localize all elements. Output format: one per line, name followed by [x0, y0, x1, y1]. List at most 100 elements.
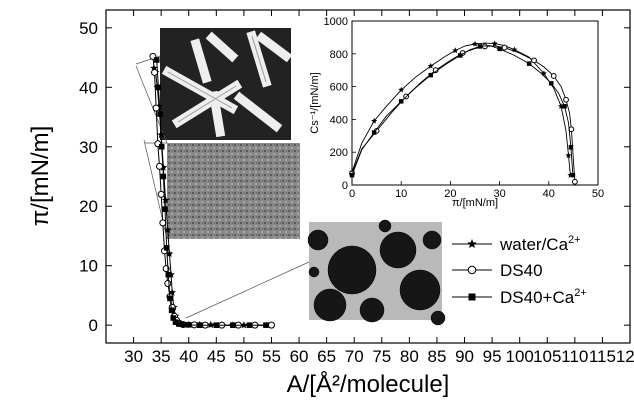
main-series — [149, 52, 276, 329]
inset-series-line — [351, 42, 571, 176]
data-point — [158, 143, 165, 150]
main-x-tick-label: 55 — [262, 347, 281, 366]
inset-data-point — [511, 46, 518, 53]
data-point — [164, 280, 172, 288]
inset-series-star — [349, 40, 574, 178]
data-point — [151, 68, 159, 76]
main-ticks — [106, 10, 631, 343]
main-y-tick-label: 50 — [79, 19, 98, 38]
inset-data-point — [526, 61, 532, 66]
data-point — [196, 322, 203, 328]
data-point — [156, 162, 164, 170]
main-x-tick-label: 95 — [483, 347, 502, 366]
data-point — [163, 245, 170, 251]
main-y-axis-label: π/[mN/m] — [27, 126, 54, 227]
data-point — [165, 271, 172, 278]
data-point — [172, 319, 179, 325]
inset-data-point — [563, 96, 569, 103]
main-x-tick-label: 35 — [152, 347, 171, 366]
micrograph-fibers — [160, 28, 293, 140]
inset-data-point — [501, 44, 508, 51]
inset-series — [349, 40, 578, 185]
inset-x-tick-label: 50 — [592, 188, 604, 200]
inset-data-point — [571, 178, 578, 185]
inset-series-square — [349, 44, 576, 178]
main-y-tick-label: 0 — [89, 316, 98, 335]
inset-data-point — [398, 99, 404, 104]
inset-data-point — [452, 47, 459, 54]
inset-data-point — [428, 72, 433, 78]
main-plot-frame — [105, 9, 631, 344]
data-point — [207, 320, 215, 329]
data-point — [167, 295, 173, 302]
legend: water/Ca2+ DS40 DS40+Ca2+ — [452, 234, 587, 307]
inset-x-tick-label: 20 — [444, 188, 456, 200]
main-x-tick-label: 110 — [561, 347, 588, 366]
inset-data-point — [567, 172, 574, 178]
inset-x-axis-label: π/[mN/m] — [452, 197, 498, 209]
main-y-tick-label: 20 — [79, 197, 98, 216]
inset-data-point — [562, 104, 567, 109]
main-x-tick-label: 40 — [179, 347, 198, 366]
data-point — [176, 321, 182, 327]
data-point — [168, 307, 175, 314]
inset-y-tick-label: 800 — [330, 49, 348, 61]
data-point — [213, 322, 220, 328]
inset-data-point — [540, 70, 547, 77]
inset-data-point — [550, 73, 557, 79]
inset-x-tick-label: 30 — [493, 188, 505, 200]
legend-marker — [467, 239, 477, 248]
legend-marker — [468, 293, 476, 301]
legend-label: DS40+Ca2+ — [500, 287, 587, 307]
inset-y-axis-label: Cs⁻¹/[mN/m] — [309, 72, 321, 133]
data-point — [165, 249, 174, 257]
inset-data-point — [531, 57, 537, 64]
data-point — [267, 321, 275, 329]
legend-marker — [467, 265, 477, 275]
inset-data-point — [549, 81, 554, 86]
legend-item: DS40 — [452, 261, 543, 280]
main-y-tick-label: 30 — [79, 138, 98, 157]
main-x-tick-label: 75 — [372, 347, 391, 366]
inset-data-point — [477, 44, 483, 49]
inset-data-point — [349, 172, 355, 178]
main-x-axis-label: A/[Å²/molecule] — [287, 370, 450, 398]
data-point — [170, 315, 177, 321]
data-point — [160, 173, 167, 180]
main-x-tick-label: 85 — [427, 347, 446, 366]
inset-x-tick-label: 0 — [349, 188, 355, 200]
inset-data-point — [371, 130, 377, 135]
inset-tick-labels: 0 10 20 30 40 50 0 200 400 600 800 1000 — [324, 16, 605, 200]
main-y-tick-label: 10 — [79, 257, 98, 276]
data-point — [185, 322, 192, 328]
inset-y-tick-label: 600 — [330, 82, 348, 94]
inset-y-tick-label: 200 — [330, 147, 348, 159]
inset-data-point — [427, 62, 434, 69]
main-tick-labels: 30 35 40 45 50 55 60 65 70 75 80 85 90 95 100 105 110 115… — [79, 19, 634, 366]
inset-data-point — [570, 172, 576, 178]
inset-data-point — [458, 53, 463, 58]
data-point — [157, 111, 163, 117]
inset-y-tick-label: 400 — [330, 114, 348, 126]
inset-data-point — [565, 152, 572, 159]
inset-y-tick-label: 1000 — [324, 16, 348, 28]
series-square — [153, 57, 269, 328]
main-x-tick-label: 105 — [533, 347, 561, 366]
data-point — [230, 322, 236, 328]
main-x-tick-label: 50 — [234, 347, 253, 366]
inset-data-point — [371, 117, 378, 124]
data-point — [263, 322, 269, 328]
data-point — [159, 219, 167, 227]
main-x-tick-label: 65 — [317, 347, 336, 366]
inset-data-point — [491, 40, 498, 47]
legend-item: water/Ca2+ — [452, 234, 581, 254]
micrograph-texture — [167, 143, 300, 239]
micrograph-domains — [307, 219, 446, 326]
inset-data-point — [472, 40, 478, 47]
inset-series-line — [351, 45, 574, 176]
inset-data-point — [497, 46, 502, 52]
main-y-tick-label: 40 — [79, 78, 98, 97]
legend-label: DS40 — [500, 261, 543, 280]
inset-data-point — [568, 145, 574, 150]
